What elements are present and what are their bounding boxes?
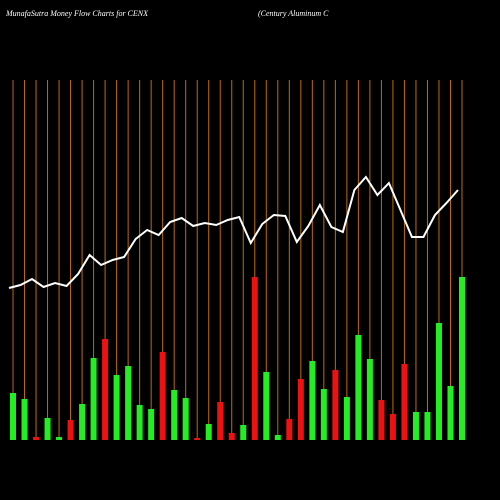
bar: [274, 435, 281, 440]
bar: [355, 335, 362, 440]
bar: [136, 405, 143, 440]
bar: [228, 433, 235, 440]
chart-subtitle: (Century Aluminum C: [258, 9, 329, 18]
money-flow-line: [8, 175, 459, 289]
bar: [286, 419, 293, 440]
bar: [182, 398, 189, 440]
bar: [389, 414, 396, 440]
bar: [10, 393, 16, 440]
bar: [297, 379, 304, 440]
bar: [378, 400, 385, 440]
bar: [90, 358, 97, 440]
bar: [459, 277, 465, 440]
bar: [125, 366, 132, 440]
bar: [56, 437, 63, 440]
bar: [205, 424, 212, 440]
bar: [67, 420, 74, 440]
chart-title: MunafaSutra Money Flow Charts for CENX: [5, 9, 149, 18]
bar: [44, 418, 51, 440]
bar: [263, 372, 270, 440]
bar: [148, 409, 155, 440]
bar: [320, 389, 327, 440]
bar: [194, 438, 201, 440]
bar: [309, 361, 316, 440]
bar: [217, 402, 224, 440]
bar: [343, 397, 350, 440]
bar: [33, 437, 40, 440]
bar: [332, 370, 339, 440]
bar: [366, 359, 373, 440]
bar: [447, 386, 454, 440]
bar: [79, 404, 86, 440]
bar: [113, 375, 120, 440]
bar: [424, 412, 431, 440]
bar: [102, 339, 109, 440]
bar: [159, 352, 166, 440]
bar: [401, 364, 408, 440]
bar: [21, 399, 28, 440]
bar: [412, 412, 419, 440]
bar: [251, 277, 258, 440]
bar: [435, 323, 442, 440]
bar: [171, 390, 178, 440]
bar: [240, 425, 247, 440]
